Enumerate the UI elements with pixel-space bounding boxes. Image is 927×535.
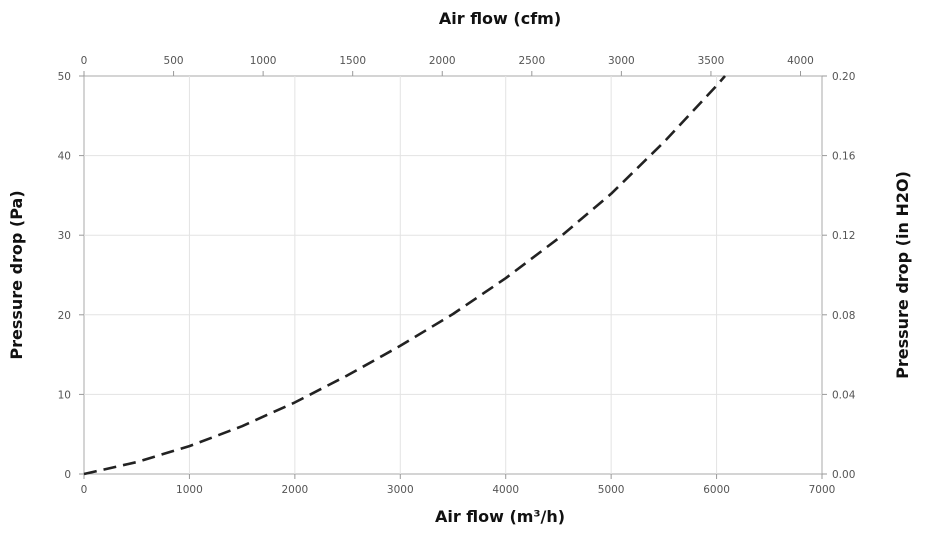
y2-tick-label: 0.00 <box>832 469 855 481</box>
x-axis-title-bottom: Air flow (m³/h) <box>435 507 565 526</box>
x2-tick-label: 2000 <box>429 55 456 67</box>
data-point <box>451 312 455 316</box>
data-point <box>715 84 719 88</box>
y2-tick-label: 0.20 <box>832 71 855 83</box>
series-layer <box>82 74 727 476</box>
data-point <box>504 276 508 280</box>
data-point <box>346 373 350 377</box>
x-tick-label: 5000 <box>598 484 625 496</box>
data-point <box>398 344 402 348</box>
series-line <box>83 75 726 476</box>
x2-tick-label: 500 <box>164 55 184 67</box>
y-tick-label: 10 <box>58 389 71 401</box>
data-point <box>556 236 560 240</box>
data-point <box>293 400 297 404</box>
x-tick-label: 1000 <box>176 484 203 496</box>
y-axis-title-left: Pressure drop (Pa) <box>7 190 26 359</box>
x-tick-label: 2000 <box>281 484 308 496</box>
y-tick-label: 50 <box>58 71 71 83</box>
x-tick-label: 6000 <box>703 484 730 496</box>
grid <box>84 76 822 474</box>
plot-area <box>83 75 823 475</box>
y2-tick-label: 0.12 <box>832 230 855 242</box>
data-point <box>723 74 727 78</box>
x2-tick-label: 3500 <box>698 55 725 67</box>
y2-tick-label: 0.04 <box>832 389 856 401</box>
y2-tick-label: 0.08 <box>832 310 855 322</box>
data-point <box>187 444 191 448</box>
x-axis-title-top: Air flow (cfm) <box>439 9 561 28</box>
x2-tick-label: 2500 <box>518 55 545 67</box>
data-point <box>240 424 244 428</box>
y-tick-label: 0 <box>64 469 71 481</box>
x2-tick-label: 1000 <box>250 55 277 67</box>
x-tick-label: 0 <box>81 484 88 496</box>
x-tick-label: 7000 <box>809 484 836 496</box>
y-tick-label: 30 <box>58 230 71 242</box>
x2-tick-label: 3000 <box>608 55 635 67</box>
y-tick-label: 20 <box>58 310 71 322</box>
y-tick-label: 40 <box>58 151 71 163</box>
y2-tick-label: 0.16 <box>832 151 856 163</box>
x-tick-label: 3000 <box>387 484 414 496</box>
x2-tick-label: 0 <box>81 55 88 67</box>
x2-tick-label: 1500 <box>339 55 366 67</box>
x-tick-label: 4000 <box>492 484 519 496</box>
data-point <box>135 460 139 464</box>
data-point <box>609 192 613 196</box>
data-point <box>662 140 666 144</box>
x2-tick-label: 4000 <box>787 55 814 67</box>
y-axis-title-right: Pressure drop (in H2O) <box>893 171 912 379</box>
data-point <box>82 472 86 476</box>
